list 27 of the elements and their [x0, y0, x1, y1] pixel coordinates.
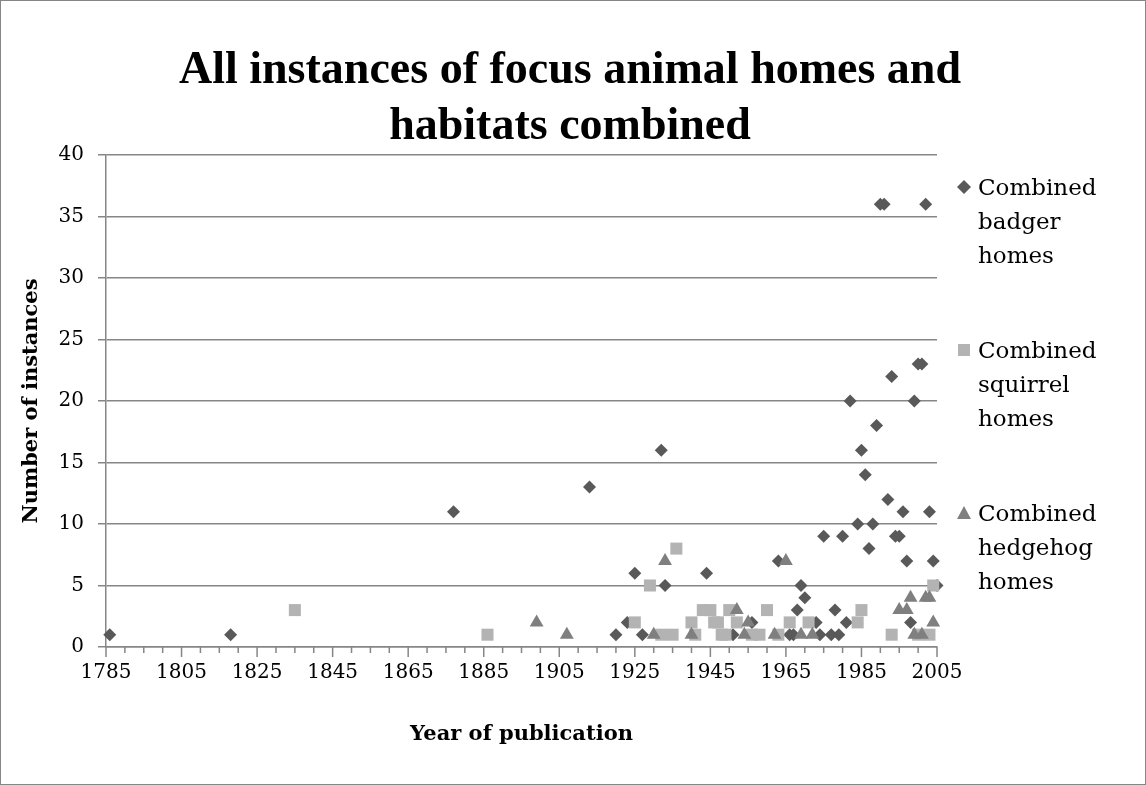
y-tick-label: 20 [58, 387, 84, 412]
x-tick-label: 1845 [307, 659, 359, 684]
legend-label: Combined badger homes [978, 173, 1098, 270]
y-tick-label: 35 [58, 202, 84, 227]
x-tick-label: 1825 [231, 659, 283, 684]
legend-label: Combined squirrel homes [978, 336, 1098, 433]
y-tick-label: 0 [71, 633, 84, 658]
x-tick-label: 1805 [156, 659, 207, 684]
x-tick-label: 1785 [80, 659, 132, 684]
x-tick-label: 1885 [458, 659, 510, 684]
x-tick-label: 1985 [836, 659, 887, 684]
legend-label: Combined hedgehog homes [978, 499, 1098, 596]
x-tick-label: 1905 [533, 659, 585, 684]
x-tick-label: 1865 [382, 659, 434, 684]
x-axis-title: Year of publication [409, 719, 633, 745]
y-axis-title: Number of instances [17, 278, 43, 524]
x-tick-label: 2005 [911, 659, 963, 684]
chart-title: All instances of focus animal homes and habitats combined [177, 41, 963, 151]
y-tick-label: 30 [58, 264, 84, 289]
y-tick-label: 25 [58, 325, 84, 350]
x-tick-label: 1945 [684, 659, 736, 684]
x-tick-label: 1925 [609, 659, 661, 684]
y-tick-label: 5 [71, 571, 84, 596]
y-tick-label: 10 [58, 510, 84, 535]
y-tick-label: 15 [58, 448, 84, 473]
y-tick-label: 40 [58, 141, 84, 166]
x-tick-label: 1965 [760, 659, 812, 684]
